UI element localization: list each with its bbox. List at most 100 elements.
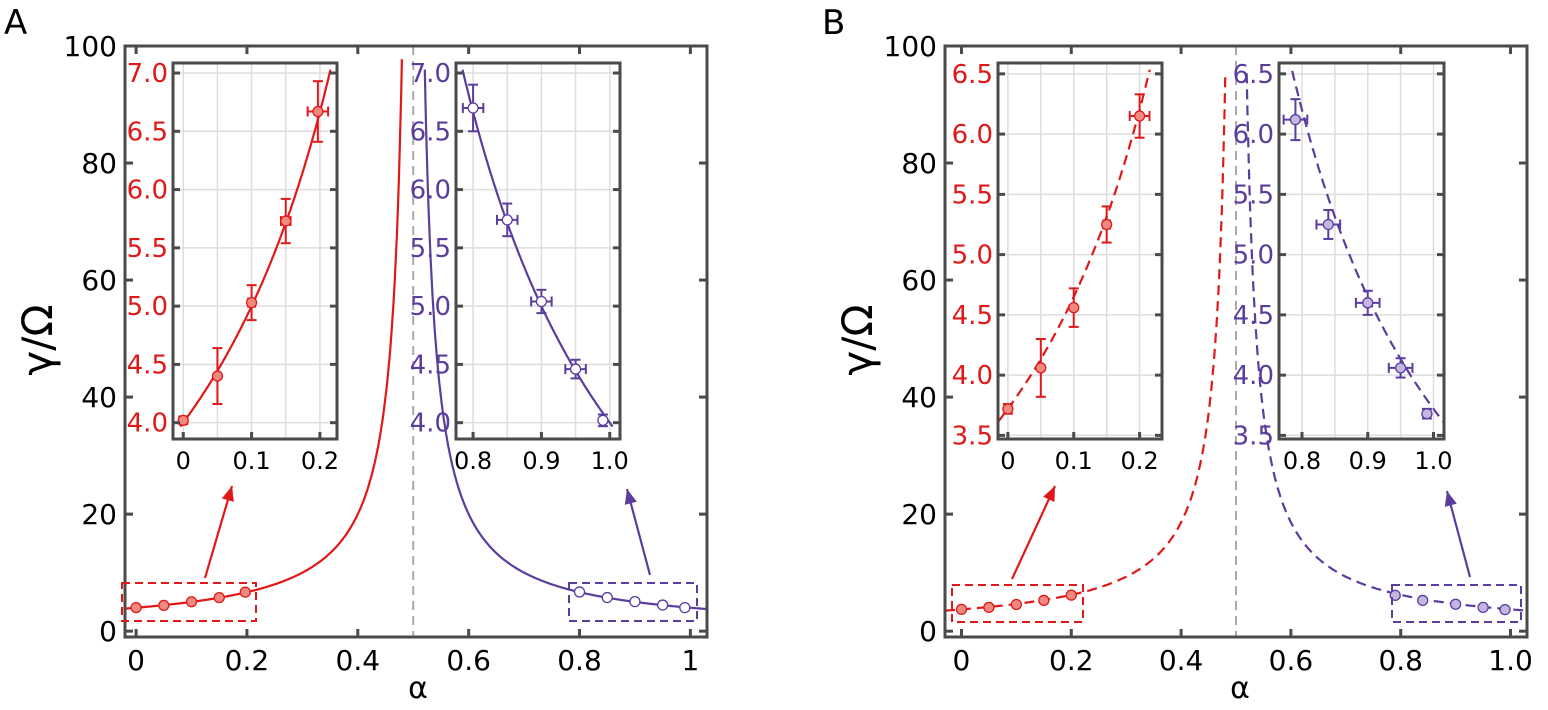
inset-y-tick-label: 6.5 [952, 60, 993, 90]
inset-data-point [1289, 113, 1302, 126]
inset-x-tick-label: 0.9 [1349, 447, 1387, 475]
fit-curve-0 [945, 73, 1227, 612]
data-point [1010, 598, 1023, 611]
axes-frame [943, 44, 1529, 639]
y-tick-label: 60 [901, 264, 937, 297]
inset-0: 0 0.1 0.2 4.0 4.5 5.0 5.5 6.0 6.5 7.0 [127, 59, 339, 475]
inset-y-tick-label: 6.0 [410, 176, 451, 206]
data-point [983, 601, 995, 614]
inset-data-point [245, 296, 258, 309]
x-axis-label: α [408, 671, 428, 706]
inset-x-tick-label: 0 [1000, 447, 1015, 475]
x-tick-label: 0.4 [1159, 644, 1204, 677]
inset-data-point [1133, 110, 1146, 122]
arrow [203, 485, 234, 579]
inset-y-tick-label: 3.5 [952, 421, 993, 451]
inset-y-tick-label: 3.5 [1233, 421, 1274, 451]
inset-data-point [177, 414, 189, 427]
y-tick-label: 60 [81, 264, 117, 297]
inset-y-tick-label: 5.0 [410, 292, 451, 322]
arrow [1011, 485, 1056, 580]
inset-y-tick-label: 5.5 [1233, 180, 1274, 210]
y-tick-label: 80 [81, 147, 117, 180]
data-point [158, 599, 170, 612]
inset-data-point [1002, 403, 1014, 415]
inset-y-tick-label: 4.5 [952, 301, 993, 331]
inset-1: 0.8 0.9 1.0 4.0 4.5 5.0 5.5 6.0 6.5 7.0 [410, 59, 629, 475]
inset-data-point [1068, 301, 1080, 314]
x-tick-label: 0 [953, 644, 971, 677]
data-point [573, 586, 586, 598]
inset-y-tick-label: 5.0 [127, 292, 168, 322]
inset-x-tick-label: 0 [176, 447, 191, 475]
inset-frame [1277, 61, 1446, 441]
fit-curve-1 [1245, 73, 1527, 612]
x-tick-label: 0.6 [446, 644, 491, 677]
arrow-head [1444, 491, 1457, 507]
inset-x-tick-label: 0.2 [1121, 447, 1159, 475]
data-point [130, 601, 142, 614]
data-point [1065, 589, 1077, 601]
inset-y-tick-label: 7.0 [127, 59, 168, 89]
data-point [1449, 598, 1462, 610]
inset-data-point [1421, 408, 1433, 420]
inset-data-point [211, 370, 224, 382]
x-tick-label: 1.0 [1488, 644, 1533, 677]
x-tick-label: 1 [681, 644, 699, 677]
inset-y-tick-label: 6.5 [410, 117, 451, 147]
inset-y-tick-label: 6.5 [127, 117, 168, 147]
data-point [657, 599, 669, 611]
x-tick-label: 0.8 [557, 644, 602, 677]
inset-y-tick-label: 4.0 [410, 409, 451, 439]
arrow [625, 488, 652, 576]
inset-y-tick-label: 6.0 [952, 120, 993, 150]
inset-x-tick-label: 0.8 [454, 447, 492, 475]
inset-data-point [535, 295, 548, 308]
inset-x-tick-label: 0.1 [1055, 447, 1093, 475]
panel-label: A [4, 3, 27, 43]
inset-y-tick-label: 4.0 [1233, 361, 1274, 391]
inset-data-point [1035, 362, 1047, 374]
highlight-box [951, 584, 1084, 623]
arrow-head [221, 486, 234, 502]
inset-frame [454, 61, 622, 441]
inset-y-tick-label: 5.0 [1233, 241, 1274, 271]
inset-data-point [312, 105, 324, 118]
inset-y-tick-label: 4.5 [410, 350, 451, 380]
x-axis-label: α [1230, 671, 1250, 706]
inset-x-tick-label: 0.2 [301, 447, 339, 475]
x-tick-label: 0 [127, 644, 145, 677]
x-tick-label: 0.8 [1378, 644, 1423, 677]
inset-data-point [501, 214, 513, 226]
data-point [239, 586, 251, 598]
x-tick-label: 0.4 [336, 644, 381, 677]
inset-y-tick-label: 4.0 [952, 361, 993, 391]
x-tick-label: 0.2 [1049, 644, 1094, 677]
x-tick-label: 0.6 [1269, 644, 1314, 677]
data-point [1499, 603, 1511, 616]
inset-y-tick-label: 4.5 [127, 350, 168, 380]
data-point [629, 596, 641, 608]
y-tick-label: 40 [81, 381, 117, 414]
panel-B: B 0 0.2 0.4 0.6 0.8 1.0 0 20 40 60 80 100 α γ/Ω 0 0.1 0.2… [822, 3, 1533, 706]
inset-data-point [467, 102, 479, 114]
inset-1: 0.8 0.9 1.0 3.5 4.0 4.5 5.0 5.5 6.0 6.5 [1233, 60, 1453, 475]
inset-x-tick-label: 1.0 [591, 447, 629, 475]
data-point [955, 603, 968, 616]
y-tick-label: 100 [64, 30, 117, 63]
highlight-box [1391, 584, 1522, 623]
arrow-head [1043, 486, 1055, 502]
fit-curve-0 [125, 59, 403, 610]
y-tick-label: 20 [901, 498, 937, 531]
panel-A: A 0 0.2 0.4 0.6 0.8 1 0 20 40 60 80 100 α γ/Ω 0 0.1 0.2 4.… [4, 3, 709, 706]
inset-y-tick-label: 6.0 [127, 176, 168, 206]
inset-data-point [1394, 362, 1407, 374]
inset-y-tick-label: 4.0 [127, 409, 168, 439]
highlight-box [121, 582, 257, 622]
y-tick-label: 0 [919, 615, 937, 648]
y-tick-label: 100 [884, 30, 937, 63]
inset-x-tick-label: 0.9 [522, 447, 560, 475]
arrow-head [624, 489, 637, 505]
inset-fit-curve [1291, 70, 1445, 424]
inset-x-tick-label: 0.1 [232, 447, 270, 475]
